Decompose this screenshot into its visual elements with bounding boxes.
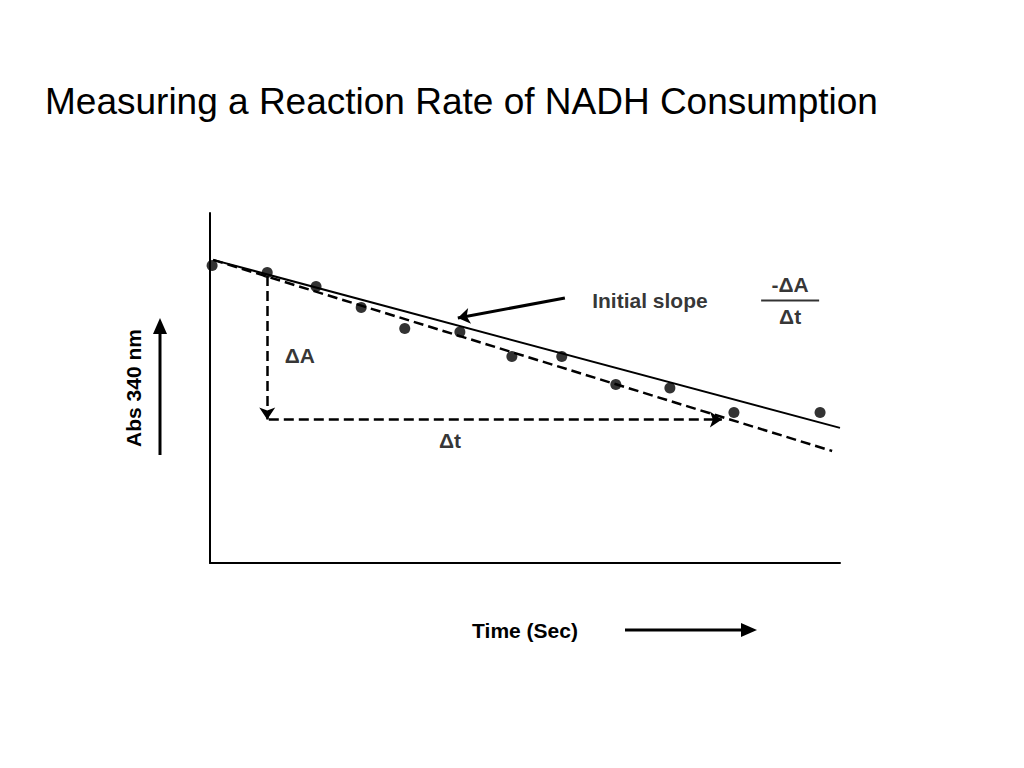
svg-text:Time (Sec): Time (Sec) — [472, 619, 578, 642]
svg-text:ΔA: ΔA — [285, 344, 315, 367]
svg-text:Δt: Δt — [439, 429, 461, 452]
svg-text:-ΔA: -ΔA — [771, 273, 809, 296]
svg-text:Measuring a Reaction Rate of N: Measuring a Reaction Rate of NADH Consum… — [45, 81, 878, 122]
svg-text:Abs 340 nm: Abs 340 nm — [122, 329, 145, 447]
svg-text:Initial slope: Initial slope — [592, 289, 708, 312]
svg-text:Δt: Δt — [779, 305, 801, 328]
